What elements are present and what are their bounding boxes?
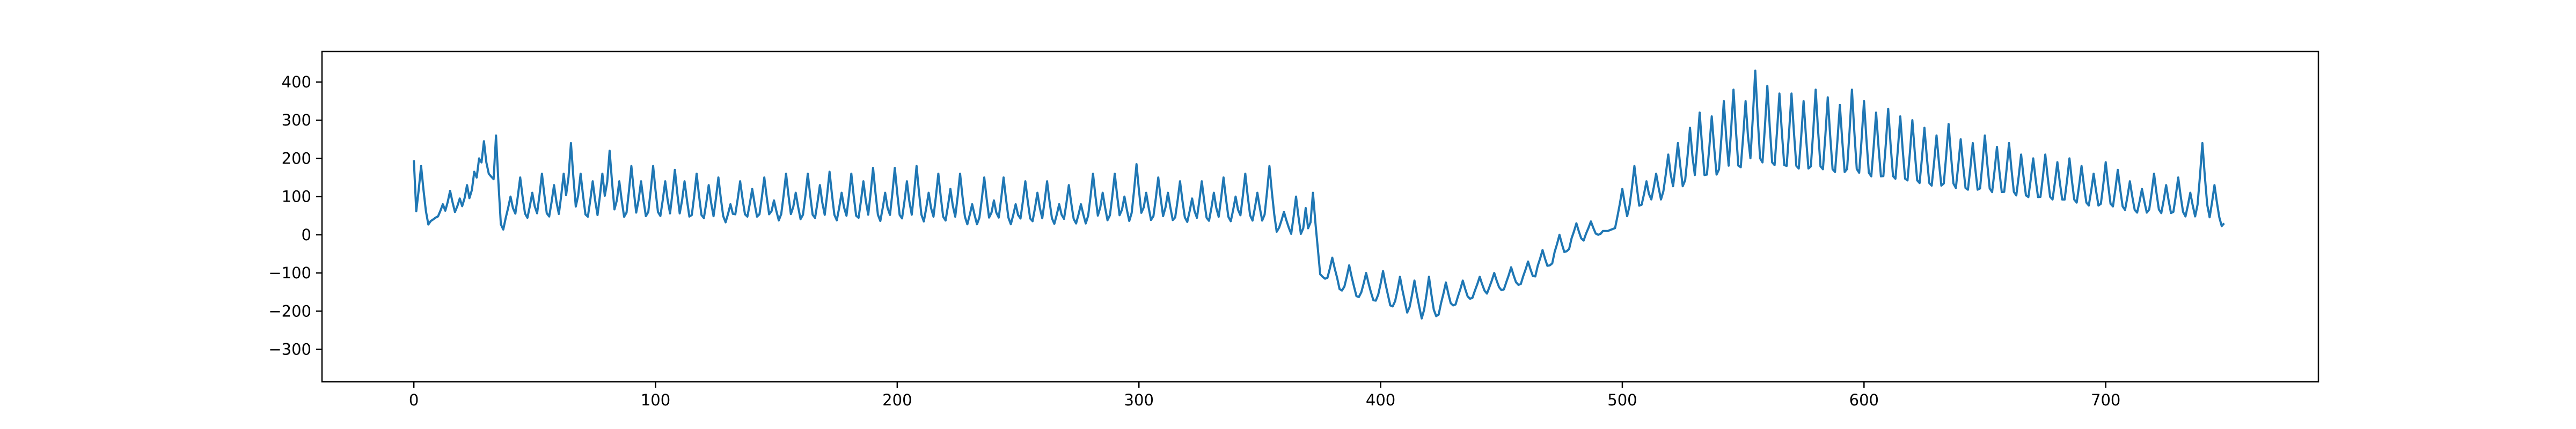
x-tick-label: 600 [1849, 391, 1879, 409]
y-tick-label: 400 [282, 73, 311, 91]
y-tick-label: −200 [268, 302, 311, 320]
plot-area [413, 69, 2225, 320]
x-tick-label: 400 [1366, 391, 1395, 409]
y-tick-label: 100 [282, 188, 311, 206]
x-tick-label: 700 [2091, 391, 2120, 409]
y-tick-label: −100 [268, 264, 311, 282]
axes-frame [321, 50, 2319, 383]
x-tick-label: 0 [409, 391, 419, 409]
x-tick-label: 200 [882, 391, 912, 409]
y-tick-label: 0 [302, 226, 311, 244]
y-axis: −300 −200 −100 0 100 200 300 400 [268, 73, 322, 358]
series-line [413, 69, 2225, 320]
x-tick-label: 500 [1607, 391, 1637, 409]
x-tick-label: 300 [1124, 391, 1154, 409]
x-tick-label: 100 [641, 391, 670, 409]
y-tick-label: 200 [282, 149, 311, 167]
y-tick-label: 300 [282, 111, 311, 129]
x-axis: 0 100 200 300 400 500 600 700 [409, 382, 2120, 409]
y-tick-label: −300 [268, 340, 311, 358]
